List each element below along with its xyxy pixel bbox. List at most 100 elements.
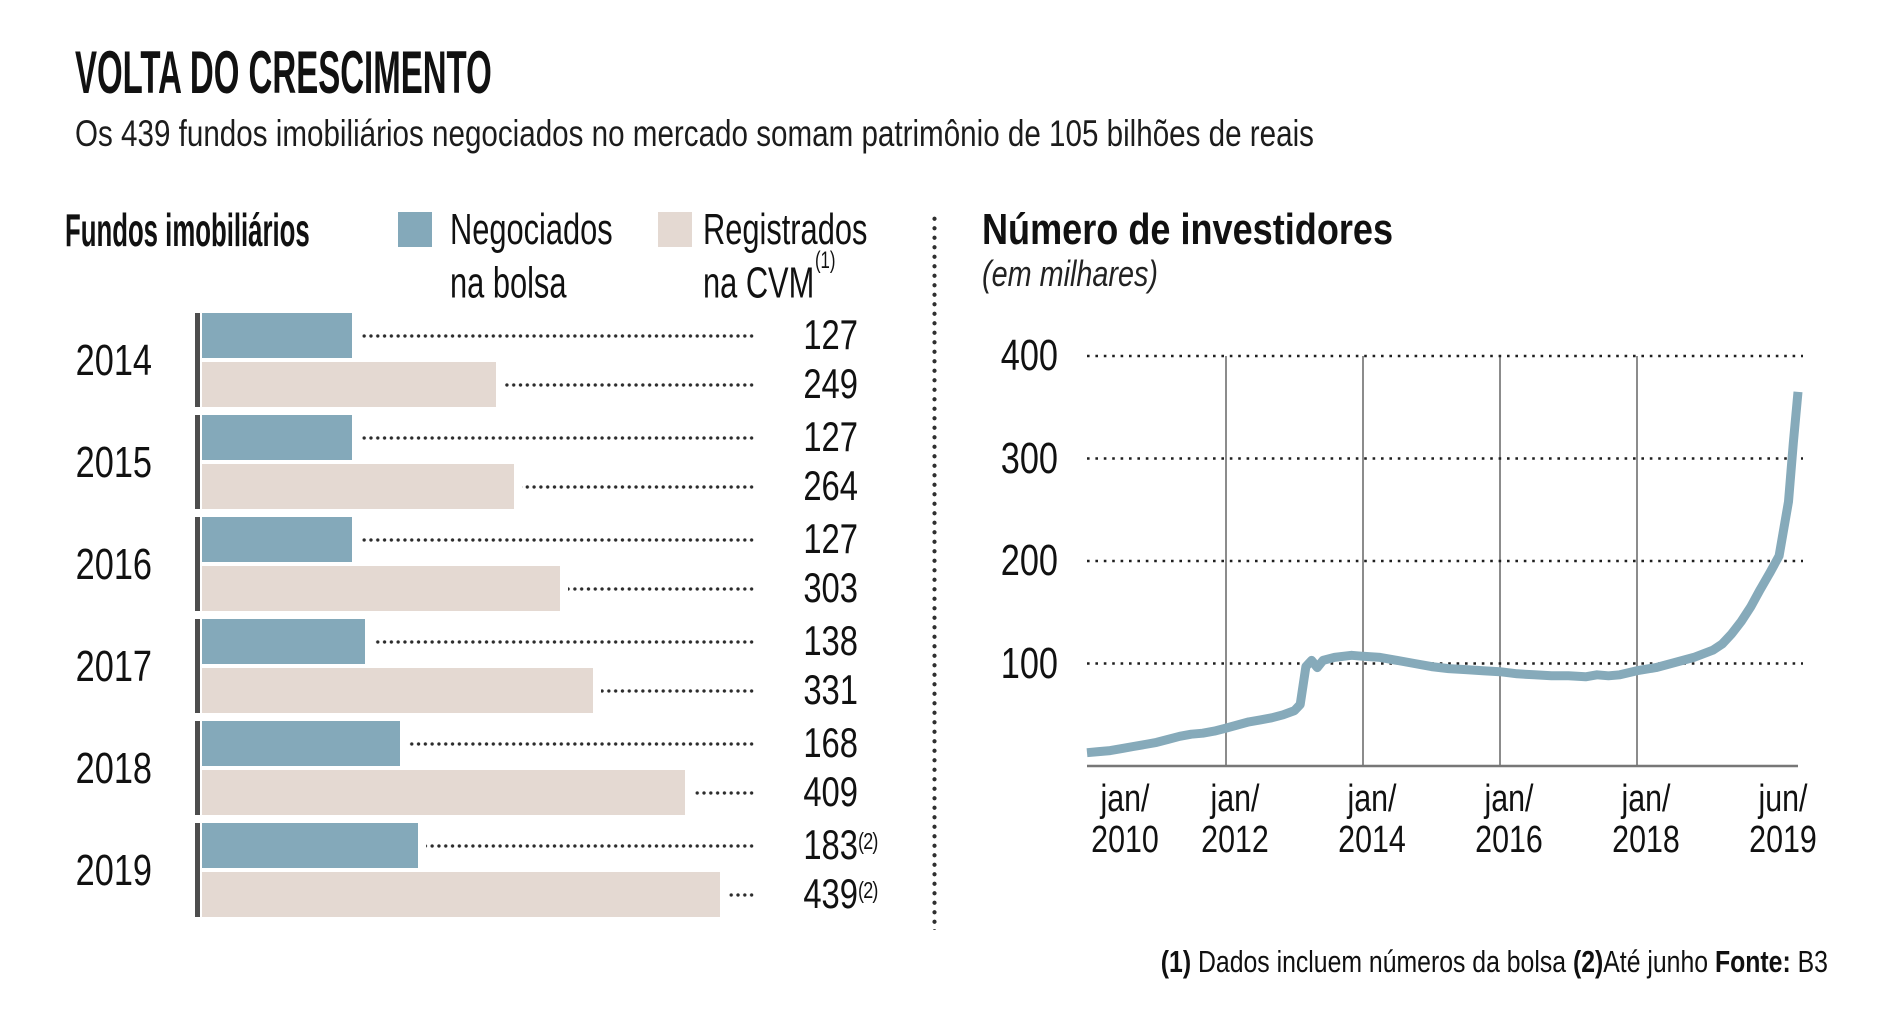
leader-line xyxy=(693,791,755,795)
axis-tick xyxy=(195,517,200,611)
legend-swatch-registrados xyxy=(658,212,692,247)
leader-line xyxy=(360,538,755,542)
legend-label-line: Negociados xyxy=(450,205,613,254)
page-title: VOLTA DO CRESCIMENTO xyxy=(75,39,492,106)
page-subtitle: Os 439 fundos imobiliários negociados no… xyxy=(75,113,1314,154)
value-label: 183 (2) xyxy=(735,821,878,869)
leader-line xyxy=(522,485,755,489)
leader-line xyxy=(373,640,755,644)
x-tick-line: jan/ xyxy=(1100,778,1150,820)
value-superscript: (2) xyxy=(858,877,878,903)
value-number: 127 xyxy=(803,311,858,358)
value-number: 264 xyxy=(803,462,858,509)
leader-line xyxy=(568,587,755,591)
bar-registrados xyxy=(202,362,496,407)
year-label: 2018 xyxy=(75,744,152,793)
y-tick-label: 400 xyxy=(1000,331,1058,380)
value-label: 127 xyxy=(735,515,858,563)
x-tick-line: 2018 xyxy=(1612,819,1680,861)
legend-label-line: na CVM(1) xyxy=(703,247,836,308)
leader-line xyxy=(360,436,755,440)
axis-tick xyxy=(195,823,200,917)
footnote-segment: B3 xyxy=(1790,944,1828,979)
leader-line xyxy=(728,893,755,897)
value-number: 127 xyxy=(803,413,858,460)
bar-negociados xyxy=(202,313,352,358)
value-number: 249 xyxy=(803,360,858,407)
footnote-bold-segment: (2) xyxy=(1573,944,1604,979)
footnote-bold-segment: Fonte: xyxy=(1715,944,1791,979)
axis-tick xyxy=(195,619,200,713)
value-label: 331 xyxy=(735,666,858,714)
year-label: 2017 xyxy=(75,642,152,691)
bar-negociados xyxy=(202,415,352,460)
x-tick-line: 2012 xyxy=(1201,819,1269,861)
x-tick-line: jan/ xyxy=(1621,778,1671,820)
x-tick-label: jan/2012 xyxy=(1175,779,1295,861)
legend-label-negociados: Negociados na bolsa xyxy=(450,207,613,306)
bar-negociados xyxy=(202,517,352,562)
legend-swatch-negociados xyxy=(398,212,432,247)
value-label: 138 xyxy=(735,617,858,665)
line-chart-title: Número de investidores xyxy=(982,205,1394,254)
bar-registrados xyxy=(202,668,593,713)
x-tick-label: jan/2010 xyxy=(1065,779,1185,861)
y-tick-label: 200 xyxy=(1000,536,1058,585)
year-label: 2016 xyxy=(75,540,152,589)
x-tick-line: jan/ xyxy=(1347,778,1397,820)
x-tick-line: jun/ xyxy=(1758,778,1808,820)
value-number: 439 xyxy=(803,870,858,917)
bar-chart-title: Fundos imobiliários xyxy=(65,204,310,256)
axis-tick xyxy=(195,415,200,509)
value-superscript: (2) xyxy=(858,828,878,854)
leader-line xyxy=(426,844,755,848)
x-tick-label: jan/2016 xyxy=(1449,779,1569,861)
legend-label-registrados: Registrados na CVM(1) xyxy=(703,207,867,306)
value-label: 127 xyxy=(735,413,858,461)
year-label: 2014 xyxy=(75,336,152,385)
value-label: 127 xyxy=(735,311,858,359)
value-number: 409 xyxy=(803,768,858,815)
bar-negociados xyxy=(202,823,418,868)
year-label: 2019 xyxy=(75,846,152,895)
year-label: 2015 xyxy=(75,438,152,487)
bar-negociados xyxy=(202,721,400,766)
y-tick-label: 100 xyxy=(1000,638,1058,688)
x-tick-line: 2016 xyxy=(1475,819,1543,861)
value-label: 168 xyxy=(735,719,858,767)
leader-line xyxy=(408,742,755,746)
footnote: (1) Dados incluem números da bolsa (2)At… xyxy=(1161,944,1828,980)
bar-registrados xyxy=(202,464,514,509)
value-number: 183 xyxy=(803,821,858,868)
value-label: 264 xyxy=(735,462,858,510)
value-label: 439 (2) xyxy=(735,870,878,918)
y-tick-label: 300 xyxy=(1000,433,1058,483)
footnote-bold-segment: (1) xyxy=(1160,944,1192,979)
legend-label-line: Registrados xyxy=(703,205,868,254)
legend-label-line: na bolsa xyxy=(450,258,567,308)
axis-tick xyxy=(195,721,200,815)
x-tick-label: jan/2018 xyxy=(1586,779,1706,861)
bar-registrados xyxy=(202,566,560,611)
value-label: 409 xyxy=(735,768,858,816)
panel-divider xyxy=(932,214,937,930)
legend-superscript: (1) xyxy=(814,247,836,274)
x-tick-line: 2019 xyxy=(1749,819,1817,861)
value-number: 138 xyxy=(803,617,858,664)
bar-registrados xyxy=(202,770,685,815)
leader-line xyxy=(601,689,755,693)
value-label: 303 xyxy=(735,564,858,612)
value-number: 331 xyxy=(803,666,858,713)
x-tick-line: 2010 xyxy=(1091,819,1159,861)
investors-line xyxy=(1086,391,1803,758)
leader-line xyxy=(360,334,755,338)
line-chart-plot xyxy=(1086,354,1803,768)
value-number: 127 xyxy=(803,515,858,562)
bar-negociados xyxy=(202,619,365,664)
value-number: 168 xyxy=(803,719,858,766)
x-tick-label: jun/2019 xyxy=(1723,779,1843,861)
value-number: 303 xyxy=(803,564,858,611)
footnote-segment: Até junho xyxy=(1603,944,1716,979)
value-label: 249 xyxy=(735,360,858,408)
